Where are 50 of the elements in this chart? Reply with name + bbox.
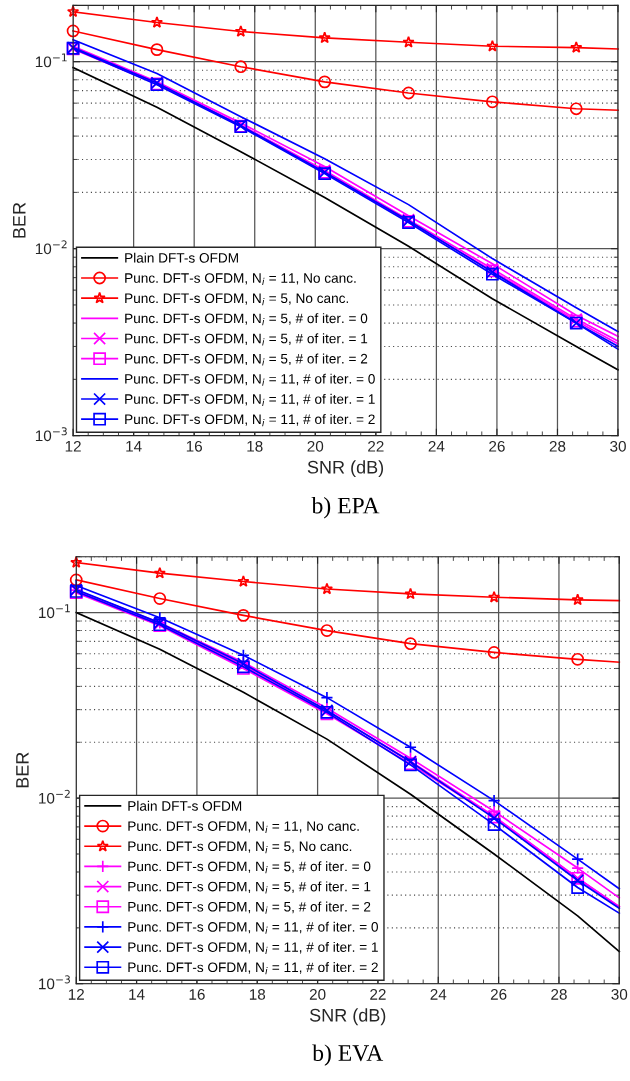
legend-label: Punc. DFT-s OFDM, N$_{i}$ = 11, # of iter. = 0: [128, 921, 378, 934]
x-tick-label: 22: [370, 988, 386, 1000]
legend-label: Punc. DFT-s OFDM, N$_{i}$ = 5, No canc.: [125, 293, 349, 306]
legend-label: Punc. DFT-s OFDM, N$_{i}$ = 11, # of iter. = 2: [125, 414, 375, 427]
x-tick-label: 16: [189, 988, 205, 1000]
legend-label: Punc. DFT-s OFDM, N$_{i}$ = 11, # of iter. = 0: [125, 373, 375, 386]
legend-label: Punc. DFT-s OFDM, N$_{i}$ = 5, # of iter. = 2: [128, 901, 371, 914]
y-tick-label: 10$^{−1}$: [35, 53, 67, 68]
x-tick-label: 18: [249, 988, 266, 1000]
x-tick-label: 24: [428, 440, 445, 452]
legend-label: Punc. DFT-s OFDM, N$_{i}$ = 5, # of iter. = 1: [125, 333, 368, 346]
legend-label: Punc. DFT-s OFDM, N$_{i}$ = 5, # of iter. = 1: [128, 881, 371, 894]
x-tick-label: 18: [247, 440, 263, 452]
x-tick-label: 26: [489, 440, 505, 452]
y-axis-title: BER: [13, 202, 26, 238]
x-tick-label: 30: [611, 988, 628, 1000]
x-tick-label: 20: [307, 440, 324, 452]
x-tick-label: 26: [490, 988, 507, 1000]
x-axis-title: SNR (dB): [309, 1008, 386, 1026]
x-tick-label: 30: [610, 440, 626, 452]
x-tick-label: 20: [309, 988, 326, 1000]
y-tick-label: 10$^{−3}$: [35, 427, 67, 442]
y-tick-label: 10$^{−2}$: [39, 789, 70, 804]
legend-label: Punc. DFT-s OFDM, N$_{i}$ = 11, No canc.: [128, 821, 359, 834]
x-tick-label: 14: [126, 441, 142, 452]
legend-label: Plain DFT-s OFDM: [125, 252, 238, 263]
x-axis-title: SNR (dB): [307, 460, 384, 478]
x-tick-label: 12: [65, 440, 81, 452]
x-tick-label: 22: [368, 440, 384, 452]
text: b) EVA: [312, 1044, 384, 1066]
x-tick-label: 16: [186, 440, 203, 452]
x-tick-label: 24: [430, 988, 447, 1000]
legend-label: Punc. DFT-s OFDM, N$_{i}$ = 5, # of iter. = 0: [128, 861, 371, 874]
legend-label: Punc. DFT-s OFDM, N$_{i}$ = 11, No canc.: [125, 273, 356, 285]
text: b) EPA: [311, 496, 380, 519]
legend-label: Punc. DFT-s OFDM, N$_{i}$ = 5, # of iter. = 2: [125, 353, 368, 366]
x-tick-label: 28: [549, 440, 566, 452]
legend-label: Punc. DFT-s OFDM, N$_{i}$ = 5, # of iter. = 0: [125, 313, 368, 326]
y-tick-label: 10$^{−1}$: [39, 604, 70, 619]
y-tick-label: 10$^{−3}$: [39, 975, 70, 990]
y-tick-label: 10$^{−2}$: [35, 240, 67, 255]
legend-label: Punc. DFT-s OFDM, N$_{i}$ = 11, # of iter. = 1: [125, 393, 375, 406]
x-tick-label: 12: [68, 988, 84, 1000]
x-tick-label: 28: [551, 988, 567, 1000]
legend-label: Plain DFT-s OFDM: [128, 800, 242, 811]
legend-label: Punc. DFT-s OFDM, N$_{i}$ = 11, # of iter. = 2: [128, 962, 378, 975]
legend-label: Punc. DFT-s OFDM, N$_{i}$ = 5, No canc.: [128, 841, 352, 854]
x-tick-label: 14: [129, 989, 145, 1000]
y-axis-title: BER: [16, 752, 29, 788]
legend-label: Punc. DFT-s OFDM, N$_{i}$ = 11, # of iter. = 1: [128, 941, 378, 955]
